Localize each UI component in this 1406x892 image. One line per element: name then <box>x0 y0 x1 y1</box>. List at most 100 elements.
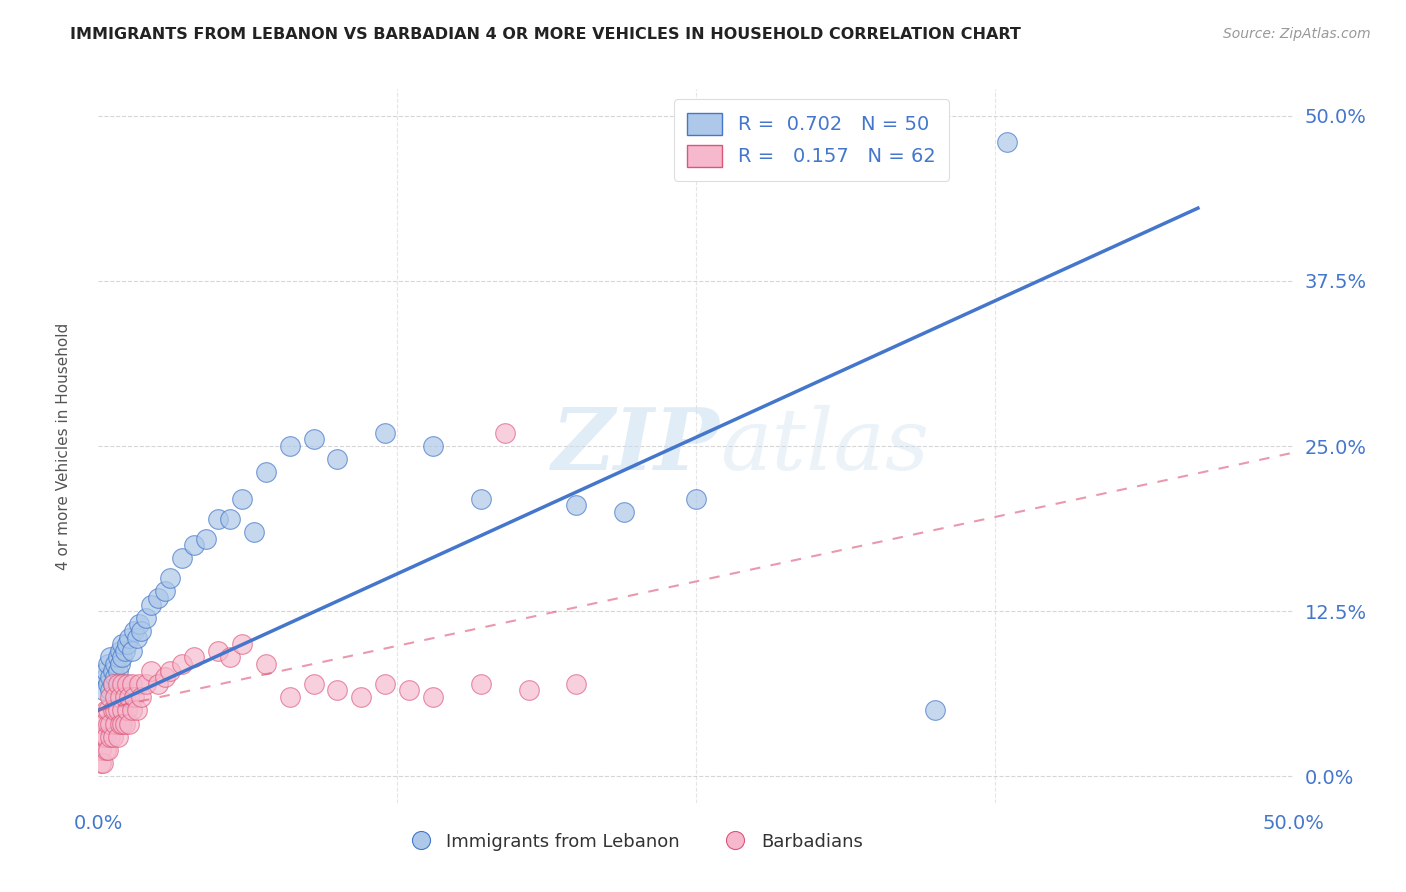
Point <box>118 690 141 704</box>
Point <box>613 505 636 519</box>
Point <box>219 511 242 525</box>
Point <box>470 677 492 691</box>
Point <box>101 677 124 691</box>
Point <box>98 730 122 744</box>
Point <box>91 716 114 731</box>
Point <box>98 716 122 731</box>
Point <box>97 657 120 671</box>
Point <box>207 644 229 658</box>
Point <box>108 690 131 704</box>
Point <box>101 703 124 717</box>
Point <box>374 425 396 440</box>
Text: ZIP: ZIP <box>553 404 720 488</box>
Point <box>155 584 177 599</box>
Point <box>101 730 124 744</box>
Point <box>135 611 157 625</box>
Point <box>302 677 325 691</box>
Point <box>115 637 138 651</box>
Point <box>172 657 194 671</box>
Point <box>139 664 162 678</box>
Point <box>114 644 136 658</box>
Point <box>101 677 124 691</box>
Point <box>125 703 148 717</box>
Point <box>107 677 129 691</box>
Point <box>91 756 114 771</box>
Point <box>97 703 120 717</box>
Point <box>470 491 492 506</box>
Point <box>131 624 153 638</box>
Point <box>685 491 707 506</box>
Point <box>350 690 373 704</box>
Point <box>111 650 134 665</box>
Point <box>148 677 170 691</box>
Point <box>90 756 112 771</box>
Point <box>91 730 114 744</box>
Point <box>219 650 242 665</box>
Point <box>94 664 117 678</box>
Point <box>107 730 129 744</box>
Point <box>98 683 122 698</box>
Point <box>104 716 127 731</box>
Point <box>155 670 177 684</box>
Point <box>374 677 396 691</box>
Point <box>97 716 120 731</box>
Point <box>118 631 141 645</box>
Point <box>94 703 117 717</box>
Point <box>124 690 146 704</box>
Point <box>108 657 131 671</box>
Point <box>183 650 205 665</box>
Point <box>108 644 131 658</box>
Point <box>128 677 150 691</box>
Point <box>98 690 122 704</box>
Point <box>104 703 127 717</box>
Legend: Immigrants from Lebanon, Barbadians: Immigrants from Lebanon, Barbadians <box>402 826 870 858</box>
Point <box>94 743 117 757</box>
Point <box>111 677 134 691</box>
Point <box>131 690 153 704</box>
Point <box>517 683 540 698</box>
Point <box>111 703 134 717</box>
Point <box>114 690 136 704</box>
Point <box>107 664 129 678</box>
Point <box>207 511 229 525</box>
Point <box>326 683 349 698</box>
Point <box>94 730 117 744</box>
Point <box>565 677 588 691</box>
Point <box>243 524 266 539</box>
Point <box>278 439 301 453</box>
Text: 4 or more Vehicles in Household: 4 or more Vehicles in Household <box>56 322 70 570</box>
Point <box>231 637 253 651</box>
Point <box>302 433 325 447</box>
Point <box>125 631 148 645</box>
Point <box>104 690 127 704</box>
Point <box>108 716 131 731</box>
Point <box>97 743 120 757</box>
Point <box>494 425 516 440</box>
Point <box>195 532 218 546</box>
Point <box>231 491 253 506</box>
Point <box>121 644 143 658</box>
Point <box>172 551 194 566</box>
Point <box>278 690 301 704</box>
Point <box>94 670 117 684</box>
Text: Source: ZipAtlas.com: Source: ZipAtlas.com <box>1223 27 1371 41</box>
Point <box>107 703 129 717</box>
Point <box>97 677 120 691</box>
Point <box>326 452 349 467</box>
Point <box>139 598 162 612</box>
Point <box>124 624 146 638</box>
Point <box>398 683 420 698</box>
Point <box>183 538 205 552</box>
Point <box>118 716 141 731</box>
Point <box>254 466 277 480</box>
Point <box>148 591 170 605</box>
Point <box>254 657 277 671</box>
Point <box>115 677 138 691</box>
Point <box>135 677 157 691</box>
Point <box>107 650 129 665</box>
Point <box>159 664 181 678</box>
Point <box>91 683 114 698</box>
Point <box>98 670 122 684</box>
Point <box>111 716 134 731</box>
Point <box>111 637 134 651</box>
